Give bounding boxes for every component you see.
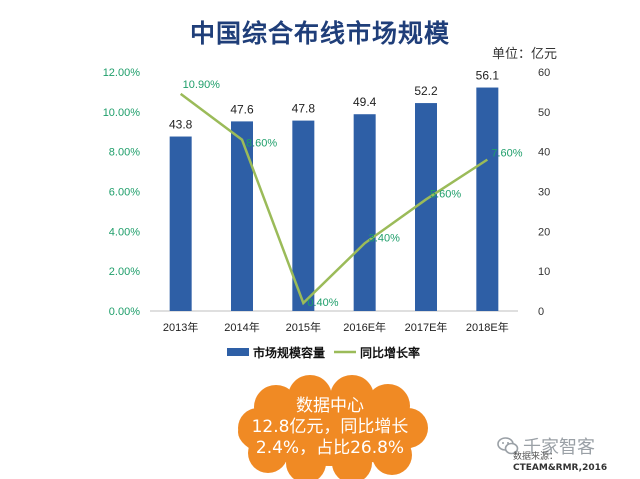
y-right-tick-label: 30 [538,187,550,199]
bar [353,114,376,312]
source-value: CTEAM&RMR,2016 [513,463,608,473]
brand-watermark: 千家智客 [497,433,595,459]
y-left-tick-label: 10.00% [103,107,141,119]
y-left-tick-label: 6.00% [109,187,140,199]
y-left-tick-label: 2.00% [109,266,140,278]
line-value-label: 3.40% [369,232,400,244]
line-value-label: 7.60% [491,148,522,160]
y-right-tick-label: 20 [538,226,550,238]
y-right-tick-label: 60 [538,67,550,79]
bar [415,103,437,311]
x-tick-label: 2015年 [286,320,321,334]
chart-title: 中国综合布线市场规模 [189,19,450,48]
wechat-icon [497,437,519,455]
bar-value-label: 52.2 [414,84,438,98]
y-right-tick-label: 50 [538,107,550,119]
legend-swatch-bar [227,348,249,356]
bar [231,121,253,311]
callout-line1: 数据中心 [296,396,364,416]
growth-line [179,92,489,306]
source-note: 数据来源： CTEAM&RMR,2016 [513,452,607,474]
unit-label: 单位：亿元 [492,47,558,62]
callout-text: 数据中心 12.8亿元，同比增长 2.4%，占比26.8% [242,396,418,459]
cloud-shape [238,375,428,479]
x-tick-label: 2014年 [224,320,259,334]
bar [292,120,315,311]
y-right-tick-label: 40 [538,147,550,159]
line-value-label: 8.60% [246,138,277,150]
callout-line3: 2.4%，占比26.8% [255,438,405,458]
bar-value-label: 43.8 [169,118,193,132]
y-left-tick-label: 12.00% [103,67,141,79]
brand-name: 千家智客 [523,437,595,458]
bar [476,87,499,311]
bar [169,136,192,311]
x-tick-label: 2017E年 [405,320,448,334]
bar-value-label: 49.4 [353,95,377,109]
y-left-tick-label: 4.00% [109,226,140,238]
y-left-tick-label: 0.00% [109,306,140,318]
bar-value-label: 47.6 [230,102,254,116]
legend-label-line: 同比增长率 [360,345,420,360]
y-left-tick-label: 8.00% [109,147,140,159]
y-right-tick-label: 0 [538,306,544,318]
x-tick-label: 2016E年 [343,320,386,334]
line-value-label: 10.90% [183,79,221,91]
callout-line2: 12.8亿元，同比增长 [251,417,409,437]
legend-label-bar: 市场规模容量 [253,345,325,360]
line-value-label: 0.40% [307,297,338,309]
x-tick-label: 2013年 [163,320,198,334]
source-label: 数据来源： [513,452,559,462]
bar-value-label: 47.8 [292,102,316,116]
line-value-label: 5.60% [430,188,461,200]
y-right-tick-label: 10 [538,266,550,278]
x-tick-label: 2018E年 [466,320,509,334]
bar-value-label: 56.1 [476,69,500,83]
